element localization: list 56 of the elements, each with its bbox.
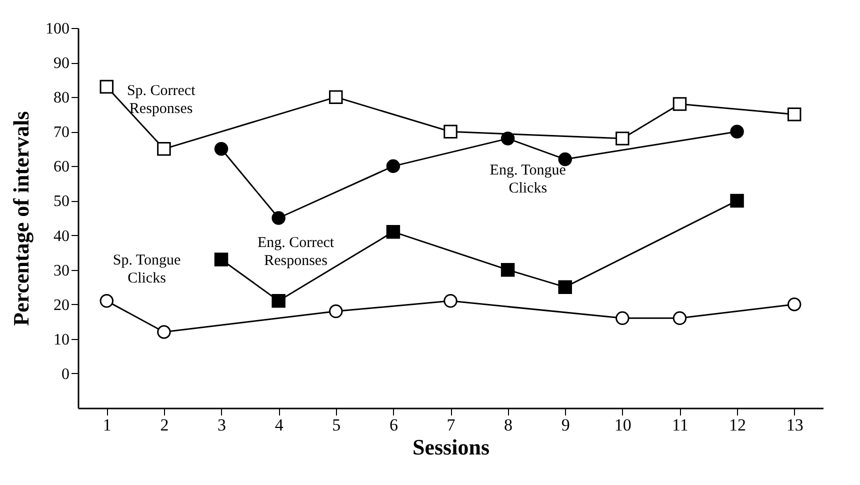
point	[272, 211, 286, 225]
point	[157, 142, 171, 156]
y-tick-label: 100	[46, 20, 70, 38]
point	[329, 304, 343, 318]
point	[672, 97, 687, 111]
point	[616, 311, 630, 326]
x-tick-label: 9	[561, 416, 570, 434]
point	[214, 142, 228, 156]
point	[616, 132, 630, 146]
annotation: Sp. Tongue Clicks	[112, 252, 182, 286]
y-tick-label: 90	[54, 55, 70, 72]
point	[500, 132, 515, 146]
x-tick-label: 4	[274, 416, 284, 434]
point	[787, 107, 802, 122]
y-tick-label: 70	[54, 124, 70, 142]
x-tick-label: 7	[446, 416, 456, 434]
point	[386, 224, 400, 239]
point	[558, 152, 572, 166]
x-tick-label: 12	[729, 416, 746, 434]
x-axis-title: Sessions	[412, 434, 490, 460]
x-tick-label: 8	[504, 416, 513, 434]
x-tick-label: 1	[102, 416, 112, 434]
x-tick-label: 6	[389, 416, 398, 434]
x-tick-label: 3	[218, 416, 226, 434]
point	[100, 294, 114, 308]
point	[787, 298, 802, 312]
x-tick-label: 5	[332, 416, 341, 434]
point	[157, 325, 171, 339]
point	[672, 311, 687, 326]
point	[500, 262, 515, 277]
x-tick-label: 2	[160, 416, 169, 434]
point	[272, 294, 286, 308]
y-tick-label: 80	[54, 90, 70, 107]
annotation: Sp. Correct Responses	[126, 83, 196, 118]
point	[100, 80, 114, 94]
y-tick-label: 0	[62, 366, 70, 383]
y-tick-label: 30	[54, 262, 70, 280]
point	[386, 159, 400, 174]
x-tick-label: 13	[786, 416, 804, 434]
point	[444, 294, 458, 308]
point	[214, 252, 228, 266]
x-tick-label: 11	[672, 416, 688, 434]
point	[730, 194, 744, 208]
y-tick-label: 40	[54, 228, 70, 245]
y-tick-label: 10	[54, 331, 70, 348]
point	[558, 280, 572, 294]
annotation: Eng. Correct Responses	[257, 235, 335, 270]
y-axis-title: Percentage of intervals	[8, 110, 34, 326]
annotation: Eng. Tongue Clicks	[490, 162, 566, 197]
y-tick-label: 60	[54, 158, 70, 176]
point	[444, 124, 458, 139]
y-tick-label: 50	[54, 193, 70, 210]
point	[730, 124, 744, 138]
point	[329, 90, 343, 104]
y-tick-label: 20	[54, 296, 70, 314]
x-tick-label: 10	[614, 416, 632, 434]
